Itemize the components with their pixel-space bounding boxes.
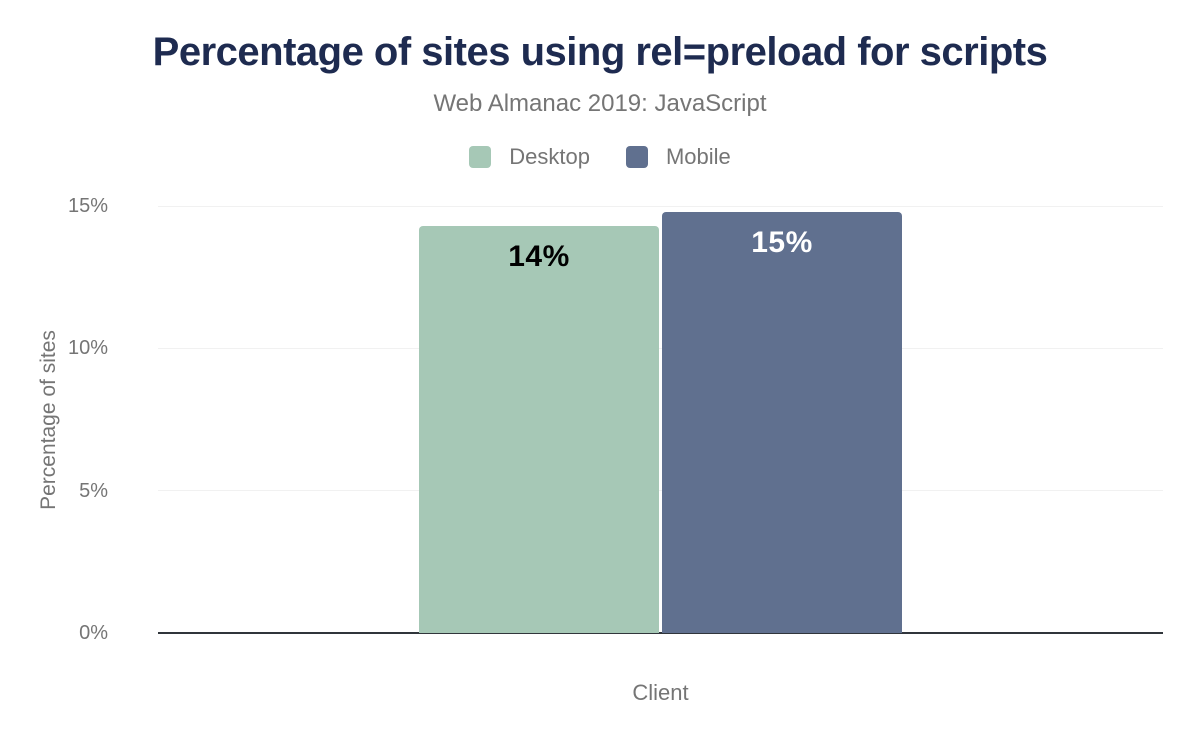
y-tick-label-10%: 10% [67,337,108,360]
legend-item-mobile: Mobile [625,144,731,170]
plot-area: 0% 5% 10% 15% 14% 15% [68,196,1163,643]
chart-title: Percentage of sites using rel=preload fo… [152,30,1048,74]
legend-label: Mobile [665,144,731,169]
bar-value-label-mobile: 15% [751,225,813,259]
y-axis-title-text: Percentage of sites [37,330,60,510]
chart-legend: Desktop Mobile [0,144,1200,170]
chart-subtitle: Web Almanac 2019: JavaScript [433,90,767,117]
gridline-10% [158,347,1163,349]
bar-value-label-desktop: 14% [508,239,570,273]
y-tick-label-5%: 5% [79,479,108,502]
gridline-5% [158,490,1163,492]
bar-mobile: 15% [662,211,902,633]
legend-swatch-mobile [625,146,648,168]
bar-desktop: 14% [419,225,659,633]
y-tick-label-15%: 15% [67,195,108,217]
legend-item-desktop: Desktop [469,144,590,170]
y-tick-label-0%: 0% [79,622,108,644]
legend-swatch-desktop [469,146,492,168]
x-axis-title: Client [632,680,689,705]
x-axis-line [158,632,1163,634]
legend-label: Desktop [509,144,590,169]
gridline-15% [158,205,1163,207]
